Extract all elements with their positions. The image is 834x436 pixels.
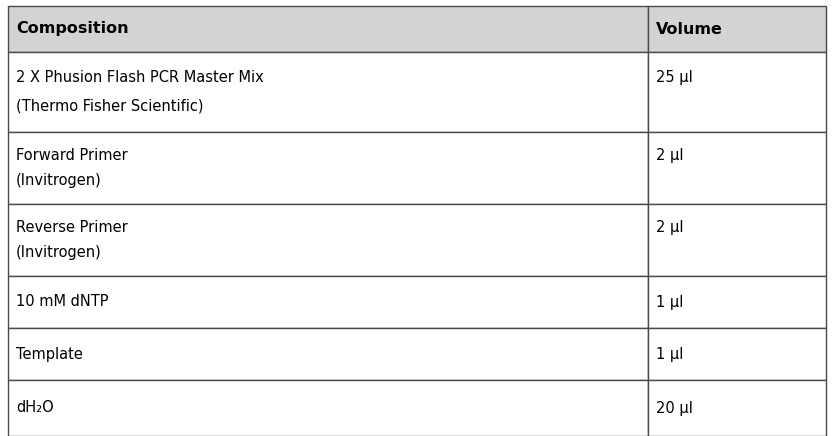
Text: Template: Template <box>16 347 83 361</box>
Text: 10 mM dNTP: 10 mM dNTP <box>16 294 108 310</box>
Text: (Invitrogen): (Invitrogen) <box>16 245 102 260</box>
Bar <box>8 6 648 52</box>
Text: 1 μl: 1 μl <box>656 294 683 310</box>
Text: Composition: Composition <box>16 21 128 37</box>
Bar <box>8 276 648 328</box>
Text: Forward Primer: Forward Primer <box>16 147 128 163</box>
Bar <box>648 204 826 276</box>
Text: 2 μl: 2 μl <box>656 147 683 163</box>
Text: Volume: Volume <box>656 21 722 37</box>
Bar <box>8 380 648 436</box>
Text: 1 μl: 1 μl <box>656 347 683 361</box>
Text: 25 μl: 25 μl <box>656 70 692 85</box>
Bar <box>8 52 648 132</box>
Bar <box>648 52 826 132</box>
Text: 20 μl: 20 μl <box>656 401 692 416</box>
Bar <box>648 276 826 328</box>
Text: 2 X Phusion Flash PCR Master Mix: 2 X Phusion Flash PCR Master Mix <box>16 70 264 85</box>
Text: dH₂O: dH₂O <box>16 401 53 416</box>
Text: Reverse Primer: Reverse Primer <box>16 220 128 235</box>
Bar <box>648 380 826 436</box>
Text: (Invitrogen): (Invitrogen) <box>16 174 102 188</box>
Bar <box>648 132 826 204</box>
Bar <box>8 132 648 204</box>
Bar <box>648 328 826 380</box>
Bar <box>648 6 826 52</box>
Bar <box>8 328 648 380</box>
Text: (Thermo Fisher Scientific): (Thermo Fisher Scientific) <box>16 99 203 114</box>
Bar <box>8 204 648 276</box>
Text: 2 μl: 2 μl <box>656 220 683 235</box>
